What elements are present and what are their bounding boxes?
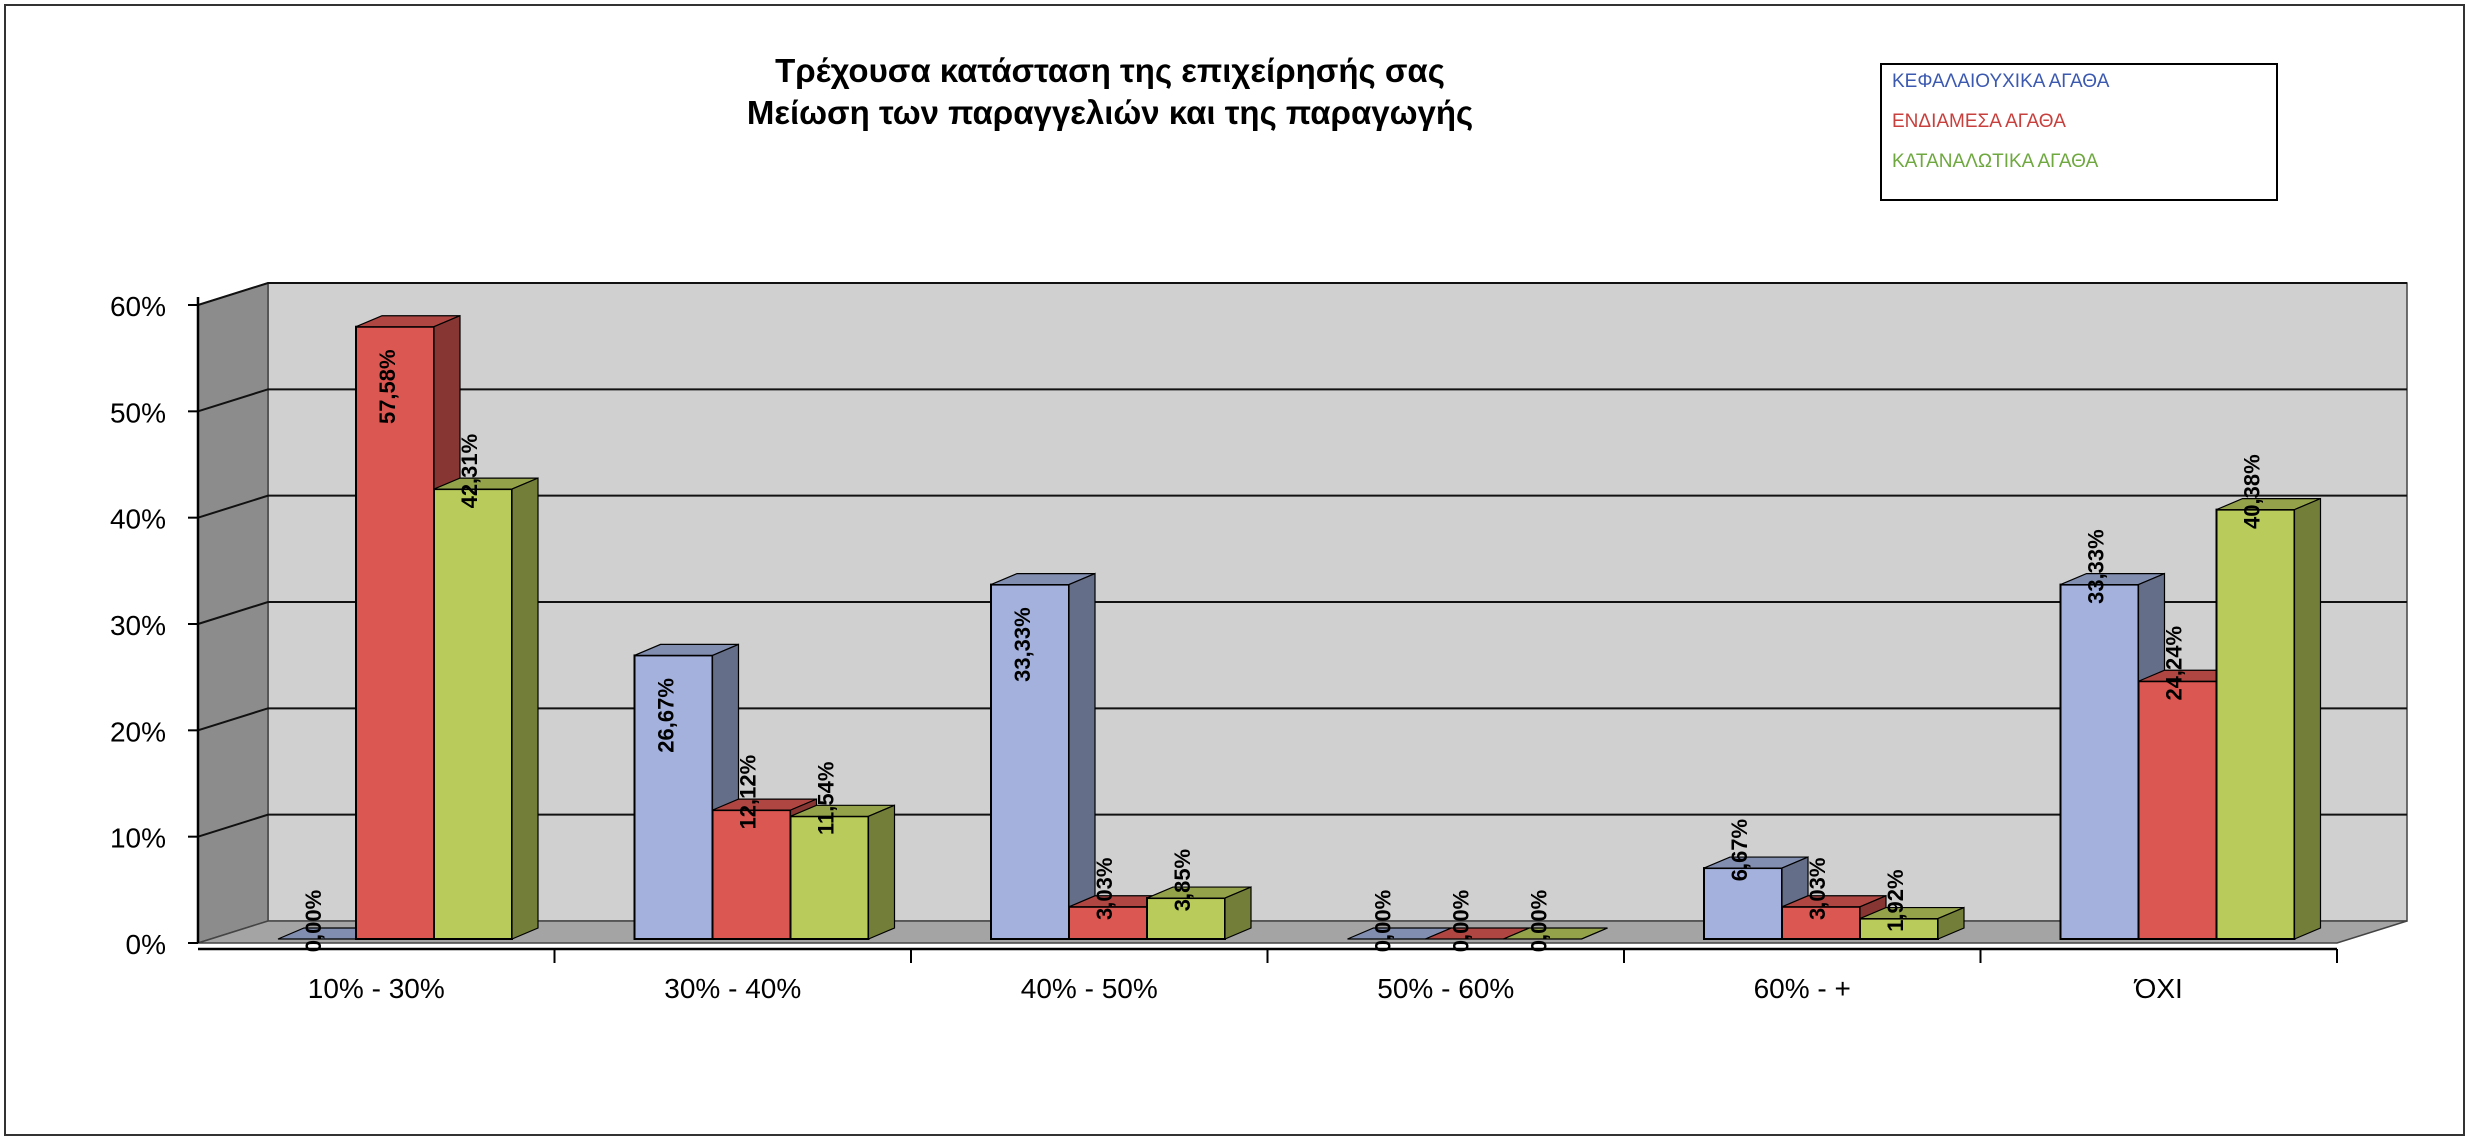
- legend-item-endiamesa: ΕΝΔΙΑΜΕΣΑ ΑΓΑΘΑ: [1892, 111, 2066, 132]
- x-tick-label: 40% - 50%: [1021, 973, 1158, 1004]
- data-label: 3,03%: [1805, 858, 1830, 920]
- legend-item-kefalaiouxika: ΚΕΦΑΛΑΙΟΥΧΙΚΑ ΑΓΑΘΑ: [1892, 71, 2110, 92]
- bar: [711, 809, 792, 941]
- data-label: 6,67%: [1727, 819, 1752, 881]
- bar: [633, 654, 714, 940]
- legend-item-katanalotika: ΚΑΤΑΝΑΛΩΤΙΚΑ ΑΓΑΘΑ: [1892, 151, 2099, 172]
- data-label: 42,31%: [457, 434, 482, 509]
- x-tick-label: 10% - 30%: [308, 973, 445, 1004]
- data-label: 11,54%: [814, 762, 839, 835]
- bar: [433, 488, 513, 940]
- gridline: [197, 388, 2407, 413]
- x-tick-label: 60% - +: [1754, 973, 1851, 1004]
- bar: [990, 583, 1070, 940]
- bar: [1703, 867, 1783, 941]
- data-label: 40,38%: [2240, 454, 2265, 529]
- data-label: 1,92%: [1883, 869, 1908, 931]
- legend: ΚΕΦΑΛΑΙΟΥΧΙΚΑ ΑΓΑΘΑ ΕΝΔΙΑΜΕΣΑ ΑΓΑΘΑ ΚΑΤΑ…: [1880, 63, 2278, 201]
- gridline: [197, 494, 2407, 519]
- bar-side: [2293, 497, 2322, 940]
- bar: [2059, 583, 2140, 940]
- y-tick-label: 20%: [110, 716, 166, 747]
- data-label: 26,67%: [654, 678, 679, 753]
- chart-title: Τρέχουσα κατάσταση της επιχείρησής σας Μ…: [560, 50, 1660, 134]
- bar-side: [1937, 906, 1965, 940]
- y-tick-label: 40%: [110, 504, 166, 535]
- data-label: 33,33%: [2084, 529, 2109, 604]
- bar: [1781, 905, 1861, 941]
- data-label: 24,24%: [2162, 626, 2187, 701]
- data-label: 57,58%: [375, 349, 400, 424]
- data-label: 0,00%: [1449, 890, 1474, 952]
- y-tick-label: 30%: [110, 610, 166, 641]
- data-label: 0,00%: [1527, 890, 1552, 952]
- gridline: [197, 601, 2407, 625]
- y-tick-label: 50%: [110, 397, 166, 428]
- y-tick-label: 60%: [110, 291, 166, 322]
- data-label: 33,33%: [1010, 607, 1035, 682]
- bar-side: [867, 804, 896, 940]
- data-label: 0,00%: [1371, 890, 1396, 952]
- gridline: [197, 813, 2407, 838]
- data-label: 3,85%: [1170, 849, 1195, 911]
- x-tick-label: 50% - 60%: [1377, 973, 1514, 1004]
- bar: [2137, 680, 2218, 940]
- bar-side: [1581, 927, 1608, 940]
- x-tick-label: 30% - 40%: [664, 973, 801, 1004]
- gridline: [197, 707, 2407, 732]
- chart-title-line-2: Μείωση των παραγγελιών και της παραγωγής: [746, 94, 1474, 131]
- bar-side: [511, 477, 539, 940]
- data-label: 12,12%: [736, 755, 761, 830]
- bar-side: [1224, 886, 1252, 940]
- bar: [789, 815, 870, 940]
- data-label: 3,03%: [1092, 858, 1117, 920]
- y-tick-label: 10%: [110, 823, 166, 854]
- x-tick-label: ΌΧΙ: [2134, 973, 2183, 1004]
- bar: [2215, 508, 2296, 940]
- bar: [355, 325, 435, 940]
- chart-title-line-1: Τρέχουσα κατάσταση της επιχείρησής σας: [775, 52, 1445, 89]
- gridline: [197, 282, 2407, 306]
- y-tick-label: 0%: [126, 929, 166, 960]
- data-label: 0,00%: [301, 890, 326, 952]
